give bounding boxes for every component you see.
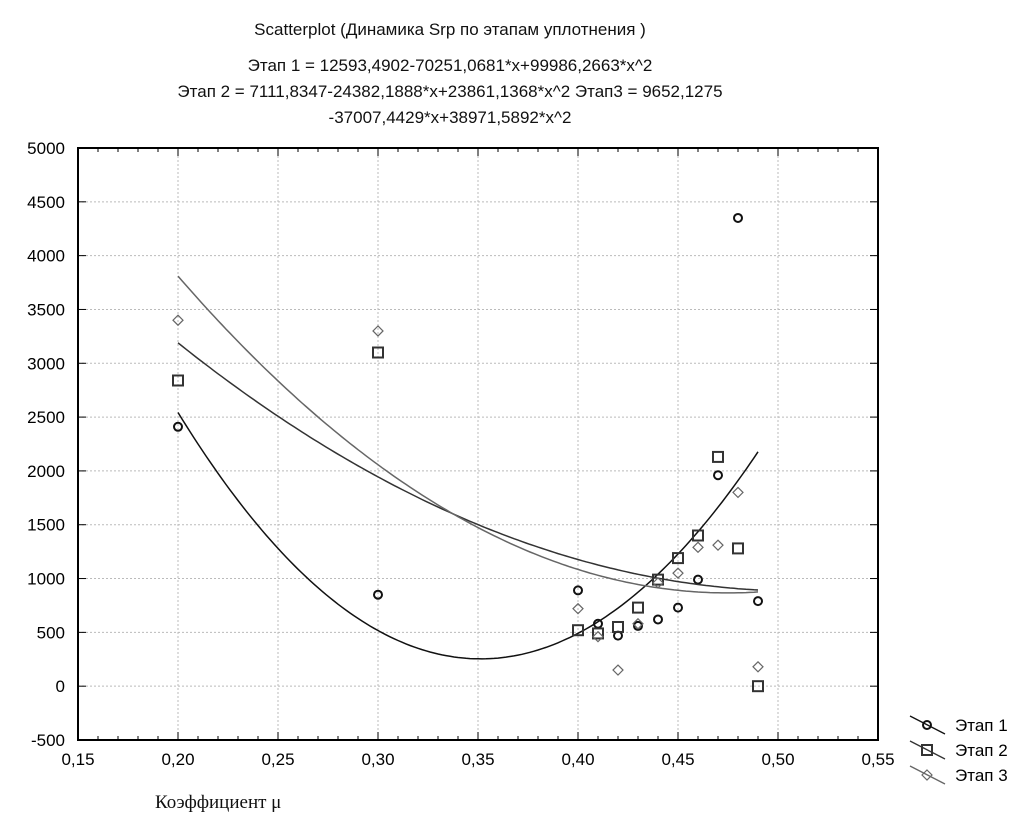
data-point-1 — [173, 421, 183, 432]
data-point-3 — [752, 660, 764, 673]
data-point-2 — [632, 601, 644, 614]
data-point-2 — [692, 529, 704, 542]
y-tick-label: 1500 — [27, 516, 65, 535]
data-point-2 — [652, 573, 664, 586]
data-point-2 — [732, 542, 744, 555]
x-axis-label: Коэффициент μ — [155, 792, 282, 813]
equation-line-1: Этап 1 = 12593,4902-70251,0681*x+99986,2… — [247, 56, 653, 75]
data-point-2 — [672, 552, 684, 565]
y-tick-label: -500 — [31, 731, 65, 750]
data-point-2 — [572, 624, 584, 637]
x-tick-label: 0,45 — [661, 750, 694, 769]
data-point-3 — [632, 617, 644, 630]
data-point-1 — [713, 470, 723, 481]
legend-label-1: Этап 1 — [955, 716, 1008, 735]
x-tick-label: 0,55 — [861, 750, 894, 769]
legend-label-2: Этап 2 — [955, 741, 1008, 760]
y-tick-label: 0 — [56, 677, 65, 696]
x-tick-label: 0,25 — [261, 750, 294, 769]
data-point-1 — [693, 574, 703, 585]
data-point-3 — [672, 567, 684, 580]
data-point-3 — [592, 630, 604, 643]
data-point-3 — [172, 314, 184, 327]
legend-marker-2 — [921, 744, 933, 756]
data-point-1 — [373, 589, 383, 600]
data-point-1 — [653, 614, 663, 625]
legend-marker-3 — [921, 769, 933, 781]
y-tick-label: 5000 — [27, 139, 65, 158]
y-tick-label: 2500 — [27, 408, 65, 427]
chart-title: Scatterplot (Динамика Srp по этапам упло… — [254, 20, 646, 39]
y-tick-label: 3000 — [27, 354, 65, 373]
fit-curve-1 — [177, 412, 759, 660]
data-point-1 — [673, 602, 683, 613]
y-tick-label: 500 — [37, 623, 65, 642]
legend-marker-1 — [922, 720, 932, 730]
legend-line-1 — [909, 715, 946, 735]
data-point-2 — [612, 620, 624, 633]
x-tick-label: 0,15 — [61, 750, 94, 769]
fit-curve-2 — [177, 342, 759, 591]
x-tick-label: 0,40 — [561, 750, 594, 769]
data-point-1 — [753, 596, 763, 607]
data-point-2 — [752, 680, 764, 693]
data-point-3 — [732, 486, 744, 499]
data-point-2 — [172, 374, 184, 387]
legend-label-3: Этап 3 — [955, 766, 1008, 785]
data-point-2 — [712, 450, 724, 463]
data-point-3 — [712, 539, 724, 552]
y-tick-label: 4500 — [27, 193, 65, 212]
data-point-1 — [573, 585, 583, 596]
data-point-1 — [733, 212, 743, 223]
x-tick-label: 0,35 — [461, 750, 494, 769]
y-tick-label: 4000 — [27, 247, 65, 266]
data-point-2 — [372, 346, 384, 359]
fit-curve-3 — [177, 275, 759, 594]
data-point-2 — [592, 627, 604, 640]
x-tick-label: 0,30 — [361, 750, 394, 769]
equation-line-3: -37007,4429*x+38971,5892*x^2 — [328, 108, 572, 127]
equation-line-2: Этап 2 = 7111,8347-24382,1888*x+23861,13… — [177, 82, 723, 101]
data-point-3 — [692, 541, 704, 554]
data-point-3 — [572, 602, 584, 615]
x-tick-label: 0,50 — [761, 750, 794, 769]
y-tick-label: 3500 — [27, 300, 65, 319]
data-point-3 — [652, 577, 664, 589]
legend-line-3 — [909, 765, 946, 785]
y-tick-label: 1000 — [27, 570, 65, 589]
y-tick-label: 2000 — [27, 462, 65, 481]
data-point-3 — [372, 325, 384, 337]
x-tick-label: 0,20 — [161, 750, 194, 769]
data-point-3 — [612, 664, 624, 676]
legend-line-2 — [909, 740, 946, 760]
data-point-1 — [633, 620, 643, 631]
